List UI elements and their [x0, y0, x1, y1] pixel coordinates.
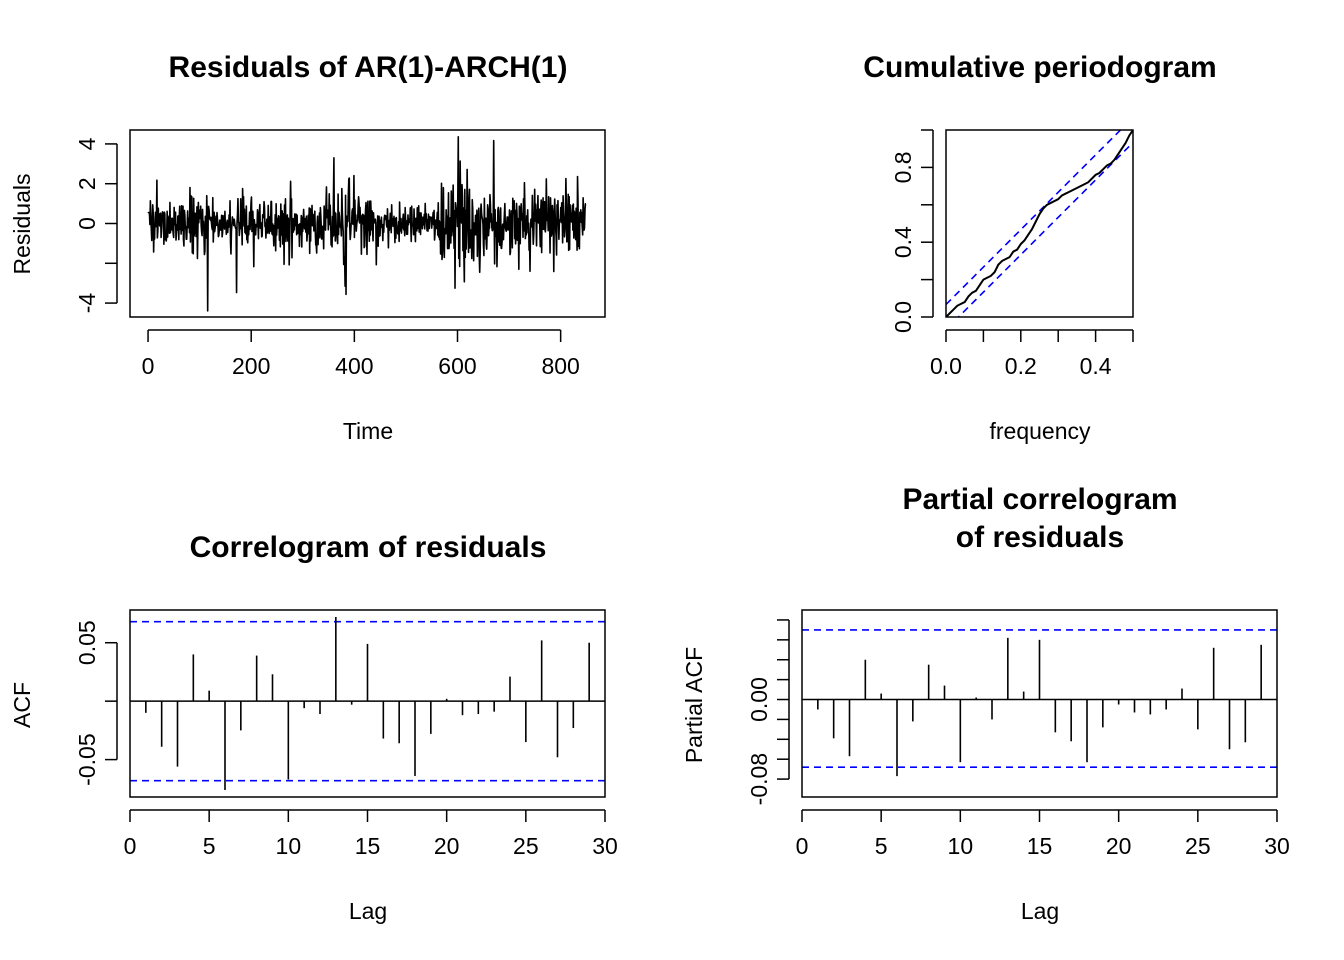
x-tick-label: 20	[1106, 833, 1132, 859]
y-tick-label: 0.0	[890, 301, 916, 333]
lower-bound-line	[957, 141, 1133, 317]
panel-acf: Correlogram of residuals Lag ACF 0 5 10 15 2…	[9, 531, 618, 924]
x-axis-label: frequency	[989, 418, 1091, 444]
axes: 0 200 400 600 800 -4 0 2 4	[74, 129, 606, 379]
x-tick-label: 30	[1264, 833, 1290, 859]
y-tick-label: -4	[74, 293, 100, 314]
y-axis-label: Partial ACF	[681, 647, 707, 763]
panel-pacf: Partial correlogram of residuals Lag Par…	[681, 483, 1290, 924]
y-tick-label: -0.08	[746, 753, 772, 805]
x-tick-label: 20	[434, 833, 460, 859]
pacf-bars	[802, 629, 1277, 777]
chart-title: Cumulative periodogram	[863, 51, 1216, 84]
x-tick-label: 30	[592, 833, 618, 859]
plot-frame	[945, 129, 1134, 318]
y-tick-label: 0.8	[890, 151, 916, 183]
chart-title: Residuals of AR(1)-ARCH(1)	[169, 51, 568, 84]
x-tick-label: 15	[355, 833, 381, 859]
x-tick-label: 25	[513, 833, 539, 859]
plot-frame	[129, 609, 606, 798]
x-tick-label: 800	[541, 353, 579, 379]
chart-title-line-1: Partial correlogram	[902, 483, 1177, 516]
y-tick-label: 0.4	[890, 226, 916, 258]
x-axis-label: Lag	[1021, 898, 1059, 924]
y-tick-label: -0.05	[74, 733, 100, 785]
y-tick-label: 0	[74, 217, 100, 230]
y-tick-label: 0.05	[74, 620, 100, 665]
clipped-marks	[946, 130, 1133, 317]
x-tick-label: 0.0	[930, 353, 962, 379]
chart-title: Correlogram of residuals	[190, 531, 547, 564]
axes: 0.0 0.2 0.4 0.0 0.4 0.8	[890, 129, 1134, 379]
x-tick-label: 0	[124, 833, 137, 859]
residual-line	[147, 135, 587, 312]
x-tick-label: 400	[335, 353, 373, 379]
axes: 0 5 10 15 20 25 30 -0.08 0.00	[746, 609, 1290, 859]
x-tick-label: 200	[232, 353, 270, 379]
x-tick-label: 15	[1027, 833, 1053, 859]
y-axis-label: Residuals	[9, 174, 35, 275]
y-axis-label: ACF	[9, 682, 35, 728]
panel-residuals: Residuals of AR(1)-ARCH(1) Time Residual…	[9, 51, 606, 444]
x-tick-label: 0.4	[1080, 353, 1112, 379]
y-tick-label: 0.00	[746, 677, 772, 722]
y-tick-label: 2	[74, 177, 100, 190]
x-tick-label: 0	[142, 353, 155, 379]
x-axis-label: Lag	[349, 898, 387, 924]
x-tick-label: 5	[203, 833, 216, 859]
axes: 0 5 10 15 20 25 30 -0.05 0.05	[74, 609, 618, 859]
y-tick-label: 4	[74, 137, 100, 150]
upper-bound-line	[946, 130, 1122, 306]
x-tick-label: 600	[438, 353, 476, 379]
residual-series	[147, 135, 587, 312]
plot-frame	[801, 609, 1278, 798]
acf-bars	[130, 617, 605, 790]
plot-frame	[129, 129, 606, 318]
x-axis-label: Time	[343, 418, 393, 444]
x-tick-label: 10	[276, 833, 302, 859]
chart-title-line-2: of residuals	[956, 521, 1124, 554]
panel-cumulative-periodogram: Cumulative periodogram frequency 0.0 0.2 0…	[863, 51, 1216, 444]
x-tick-label: 0.2	[1005, 353, 1037, 379]
x-tick-label: 10	[948, 833, 974, 859]
x-tick-label: 0	[796, 833, 809, 859]
x-tick-label: 5	[875, 833, 888, 859]
periodogram-series	[946, 130, 1133, 317]
cumulative-line	[946, 130, 1133, 317]
x-tick-label: 25	[1185, 833, 1211, 859]
